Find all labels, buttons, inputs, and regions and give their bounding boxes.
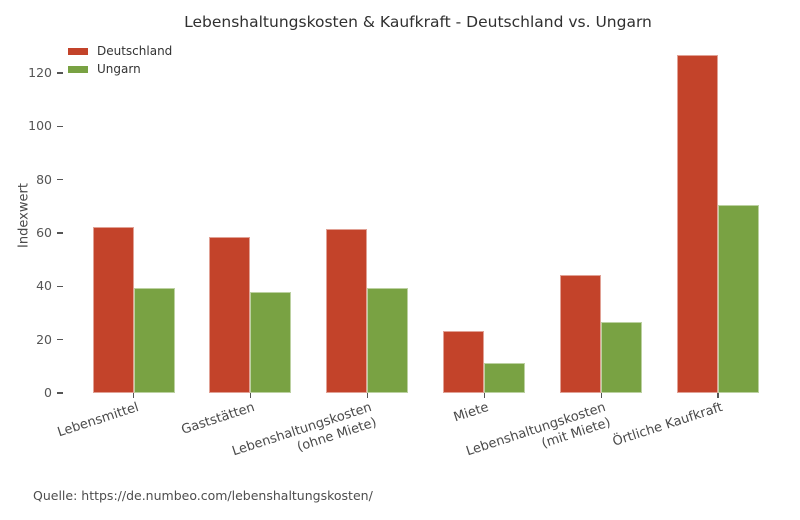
y-tick-label: 20 bbox=[36, 331, 52, 347]
x-tick-mark bbox=[717, 393, 719, 398]
bar-ungarn bbox=[601, 321, 643, 393]
x-tick-mark bbox=[483, 393, 485, 398]
legend-item: Deutschland bbox=[68, 42, 172, 60]
bar-deutschland bbox=[209, 237, 251, 393]
y-tick-label: 100 bbox=[28, 118, 52, 134]
x-tick-mark bbox=[366, 393, 368, 398]
legend: Deutschland Ungarn bbox=[68, 42, 172, 78]
legend-swatch-icon bbox=[68, 47, 88, 55]
y-tick-mark bbox=[57, 392, 63, 394]
bar-ungarn bbox=[718, 204, 759, 393]
bar-deutschland bbox=[560, 274, 602, 393]
legend-item: Ungarn bbox=[68, 60, 172, 78]
y-tick-mark bbox=[57, 72, 63, 74]
bar-ungarn bbox=[367, 288, 409, 393]
chart-title: Lebenshaltungskosten & Kaufkraft - Deuts… bbox=[184, 13, 652, 31]
x-tick-mark bbox=[249, 393, 251, 398]
bar-deutschland bbox=[443, 331, 485, 393]
legend-swatch-icon bbox=[68, 65, 88, 73]
y-tick-label: 60 bbox=[36, 225, 52, 240]
legend-label: Deutschland bbox=[97, 44, 173, 58]
bar-deutschland bbox=[92, 226, 134, 393]
y-tick-label: 0 bbox=[44, 385, 52, 400]
y-tick-mark bbox=[57, 339, 63, 341]
bar-ungarn bbox=[484, 362, 526, 393]
source-caption: Quelle: https://de.numbeo.com/lebenshalt… bbox=[33, 488, 373, 503]
y-tick-mark bbox=[57, 285, 63, 287]
y-tick-label: 40 bbox=[36, 278, 52, 294]
legend-label: Ungarn bbox=[97, 62, 141, 76]
y-tick-mark bbox=[57, 232, 63, 234]
x-tick-mark bbox=[132, 393, 135, 398]
y-tick-mark bbox=[57, 179, 63, 181]
y-tick-mark bbox=[57, 125, 63, 127]
x-tick-mark bbox=[600, 393, 602, 398]
y-tick-label: 120 bbox=[28, 65, 52, 80]
bar-ungarn bbox=[250, 291, 292, 393]
bar-ungarn bbox=[133, 288, 175, 393]
y-tick-label: 80 bbox=[36, 171, 52, 187]
bar-deutschland bbox=[326, 228, 368, 393]
bar-deutschland bbox=[677, 54, 718, 393]
